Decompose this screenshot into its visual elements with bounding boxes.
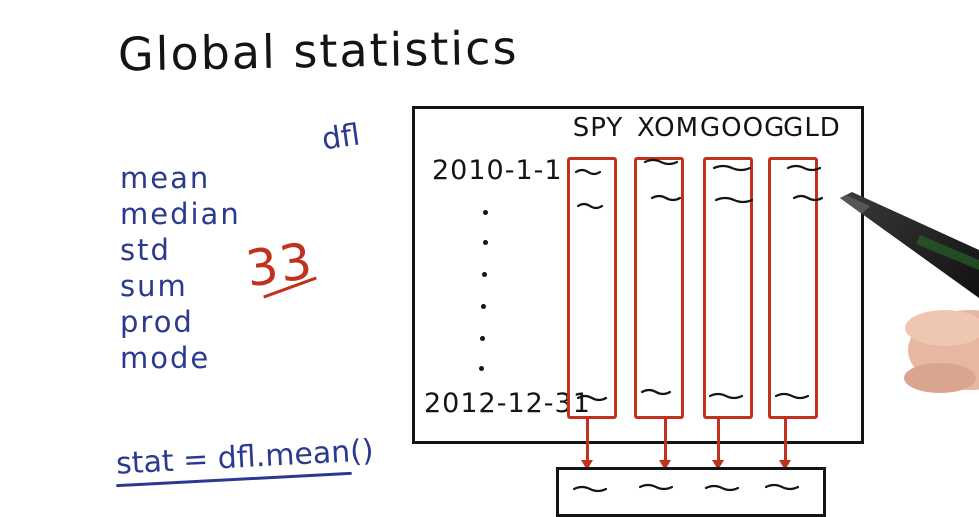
statistic-item: median <box>120 197 241 231</box>
arrow-line <box>586 419 589 466</box>
last-row-label: 2012-12-31 <box>424 388 591 419</box>
column-header-xom: XOM <box>636 113 700 143</box>
arrow-head <box>712 460 724 470</box>
row-ellipsis-dot <box>480 336 485 341</box>
row-ellipsis-dot <box>481 304 486 309</box>
arrow-head <box>779 460 791 470</box>
arrow-head <box>581 460 593 470</box>
statistic-item: mode <box>120 341 211 375</box>
arrow-head <box>659 460 671 470</box>
column-header-gld: GLD <box>783 113 841 143</box>
column-highlight-spy <box>567 157 617 419</box>
arrow-line <box>784 419 787 466</box>
row-ellipsis-dot <box>479 366 484 371</box>
column-highlight-gld <box>768 157 818 419</box>
first-row-label: 2010-1-1 <box>432 155 563 186</box>
statistic-item: std <box>120 233 171 267</box>
column-highlight-xom <box>634 157 684 419</box>
statistics-list: mean median std sum prod mode <box>120 160 241 376</box>
row-ellipsis-dot <box>483 240 488 245</box>
statistic-item: mean <box>120 161 211 195</box>
dataframe-frame <box>412 106 864 444</box>
statistic-item: prod <box>120 305 194 339</box>
statistic-item: sum <box>120 269 188 303</box>
pen-and-hand-image <box>840 192 979 393</box>
column-highlight-goog <box>703 157 753 419</box>
row-ellipsis-dot <box>483 210 488 215</box>
arrow-line <box>717 419 720 466</box>
arrow-line <box>664 419 667 466</box>
column-header-spy: SPY <box>572 113 624 143</box>
row-ellipsis-dot <box>482 272 487 277</box>
column-header-goog: GOOG <box>700 113 786 143</box>
